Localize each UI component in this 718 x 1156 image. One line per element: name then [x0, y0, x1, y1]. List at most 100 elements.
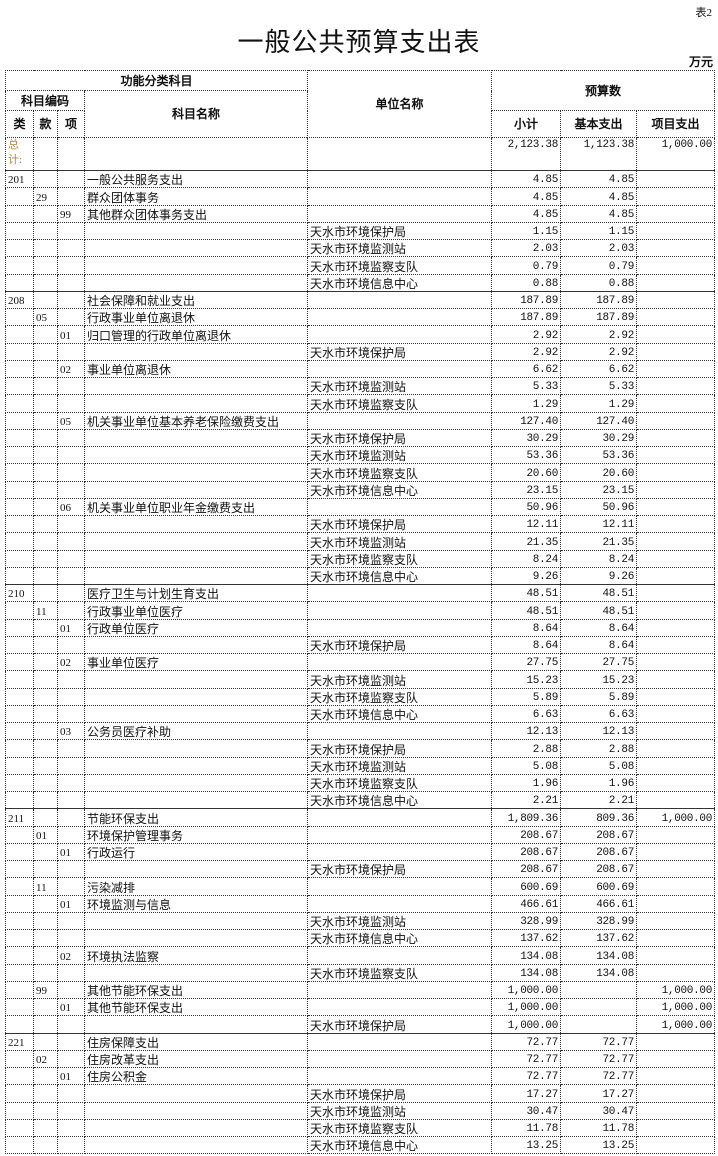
cell-subtotal: 466.61	[491, 894, 562, 913]
cell-kuan	[33, 946, 58, 965]
cell-subtotal: 2.03	[491, 238, 562, 258]
cell-xiang	[57, 445, 85, 465]
cell-unit-name	[307, 997, 493, 1017]
cell-xiang: 01	[57, 894, 85, 913]
cell-kuan: 02	[33, 1049, 58, 1069]
cell-basic: 20.60	[560, 463, 638, 482]
cell-kuan	[33, 618, 58, 637]
cell-lei: 211	[5, 808, 34, 827]
cell-basic: 208.67	[560, 859, 638, 879]
cell-basic: 23.15	[560, 480, 638, 499]
cell-lei	[5, 273, 34, 292]
cell-basic: 4.85	[560, 187, 638, 206]
cell-subtotal: 50.96	[491, 497, 562, 517]
cell-subtotal: 134.08	[491, 963, 562, 982]
cell-xiang: 01	[57, 325, 85, 344]
cell-subject-name	[83, 704, 309, 724]
cell-kuan	[33, 1135, 58, 1155]
table-row: 02 事业单位医疗 27.75 27.75	[5, 652, 716, 672]
cell-project	[636, 670, 716, 689]
cell-lei	[5, 894, 34, 913]
cell-project	[636, 549, 716, 568]
cell-xiang: 02	[57, 652, 85, 672]
cell-project	[636, 169, 716, 189]
cell-kuan	[33, 566, 58, 586]
cell-kuan	[33, 911, 58, 931]
cell-subtotal: 0.88	[491, 273, 562, 292]
cell-subtotal: 1.29	[491, 394, 562, 413]
table-row: 天水市环境监察支队 1.29 1.29	[5, 394, 716, 413]
cell-basic: 809.36	[560, 808, 638, 827]
cell-subject-name	[83, 1084, 309, 1103]
cell-subtotal: 2.21	[491, 790, 562, 810]
table-row: 99 其他节能环保支出 1,000.00 1,000.00	[5, 980, 716, 1000]
cell-unit-name: 天水市环境监测站	[307, 376, 493, 396]
cell-kuan	[33, 583, 58, 603]
cell-project	[636, 359, 716, 379]
cell-subject-name	[83, 859, 309, 879]
cell-lei	[5, 342, 34, 361]
table-row: 02 住房改革支出 72.77 72.77	[5, 1049, 716, 1069]
cell-subtotal: 72.77	[491, 1066, 562, 1086]
cell-subject-name	[83, 739, 309, 758]
cell-subject-name: 社会保障和就业支出	[83, 290, 309, 310]
cell-unit-name	[307, 825, 493, 844]
cell-subtotal: 5.08	[491, 756, 562, 775]
cell-project	[636, 652, 716, 672]
cell-unit-name: 天水市环境信息中心	[307, 1135, 493, 1155]
cell-subject-name	[83, 273, 309, 292]
cell-unit-name	[307, 601, 493, 620]
cell-project	[636, 238, 716, 258]
cell-unit-name	[307, 583, 493, 603]
cell-subject-name: 其他群众团体事务支出	[83, 204, 309, 223]
cell-kuan: 29	[33, 187, 58, 206]
table-row: 02 环境执法监察 134.08 134.08	[5, 946, 716, 965]
cell-lei	[5, 514, 34, 534]
cell-lei	[5, 1066, 34, 1086]
cell-project	[636, 411, 716, 430]
cell-lei	[5, 877, 34, 896]
cell-subtotal: 208.67	[491, 842, 562, 862]
cell-subject-name: 行政事业单位医疗	[83, 601, 309, 620]
cell-xiang	[57, 1049, 85, 1069]
cell-subject-name: 公务员医疗补助	[83, 721, 309, 741]
cell-subject-name: 群众团体事务	[83, 187, 309, 206]
cell-kuan	[33, 704, 58, 724]
cell-xiang	[57, 428, 85, 448]
cell-unit-name	[307, 497, 493, 517]
cell-lei: 201	[5, 169, 34, 189]
cell-subtotal: 17.27	[491, 1084, 562, 1103]
cell-unit-name: 天水市环境监测站	[307, 670, 493, 689]
cell-subject-name	[83, 963, 309, 982]
cell-subject-name: 机关事业单位基本养老保险缴费支出	[83, 411, 309, 430]
cell-subtotal: 328.99	[491, 911, 562, 931]
cell-subject-name	[83, 342, 309, 361]
cell-kuan	[33, 808, 58, 827]
cell-lei	[5, 618, 34, 637]
cell-unit-name: 天水市环境信息中心	[307, 273, 493, 292]
cell-lei	[5, 635, 34, 655]
cell-lei	[5, 652, 34, 672]
cell-xiang	[57, 825, 85, 844]
cell-subtotal: 30.29	[491, 428, 562, 448]
cell-subtotal: 1.15	[491, 221, 562, 241]
cell-subtotal: 12.11	[491, 514, 562, 534]
cell-subtotal: 13.25	[491, 1135, 562, 1155]
cell-lei	[5, 739, 34, 758]
header-subject-code: 科目编码	[5, 90, 85, 111]
cell-lei	[5, 670, 34, 689]
cell-subtotal: 5.89	[491, 687, 562, 706]
cell-xiang	[57, 238, 85, 258]
cell-subject-name	[83, 445, 309, 465]
cell-lei: 221	[5, 1032, 34, 1051]
cell-xiang	[57, 1032, 85, 1051]
cell-lei	[5, 1135, 34, 1155]
cell-xiang: 03	[57, 721, 85, 741]
table-row: 天水市环境信息中心 0.88 0.88	[5, 273, 716, 292]
table-row: 天水市环境保护局 30.29 30.29	[5, 428, 716, 448]
cell-kuan	[33, 221, 58, 241]
cell-xiang	[57, 928, 85, 948]
table-row: 211 节能环保支出 1,809.36 809.36 1,000.00	[5, 808, 716, 827]
cell-project	[636, 928, 716, 948]
cell-subject-name: 机关事业单位职业年金缴费支出	[83, 497, 309, 517]
